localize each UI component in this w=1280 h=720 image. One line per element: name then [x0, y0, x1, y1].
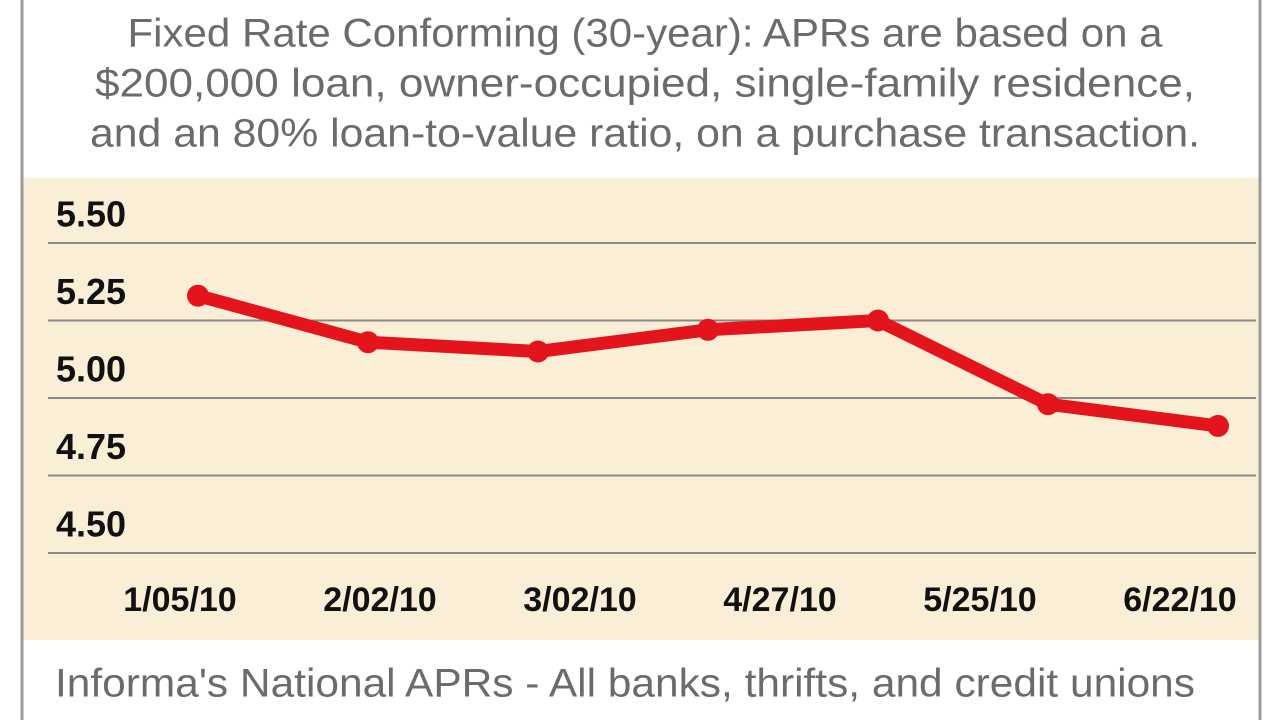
data-point — [187, 284, 209, 307]
data-point — [697, 318, 719, 341]
y-tick-label: 4.50 — [56, 504, 126, 545]
y-tick-label: 5.50 — [56, 194, 126, 235]
data-point — [867, 309, 889, 332]
source-note: Informa's National APRs - All banks, thr… — [55, 662, 1195, 706]
x-tick-label: 5/25/10 — [923, 581, 1036, 619]
data-point — [1207, 414, 1229, 437]
data-point — [1037, 393, 1059, 416]
y-tick-label: 5.00 — [56, 349, 126, 390]
x-tick-label: 4/27/10 — [723, 581, 836, 619]
x-tick-label: 3/02/10 — [523, 581, 636, 619]
x-tick-label: 1/05/10 — [123, 581, 236, 619]
x-tick-label: 2/02/10 — [323, 581, 436, 619]
title-line: and an 80% loan-to-value ratio, on a pur… — [90, 112, 1200, 156]
y-tick-label: 5.25 — [56, 271, 126, 312]
y-tick-label: 4.75 — [56, 426, 126, 467]
x-tick-label: 6/22/10 — [1123, 581, 1236, 619]
data-point — [527, 340, 549, 363]
title-line: Fixed Rate Conforming (30-year): APRs ar… — [128, 12, 1164, 56]
data-point — [357, 331, 379, 354]
title-line: $200,000 loan, owner-occupied, single-fa… — [95, 62, 1195, 106]
